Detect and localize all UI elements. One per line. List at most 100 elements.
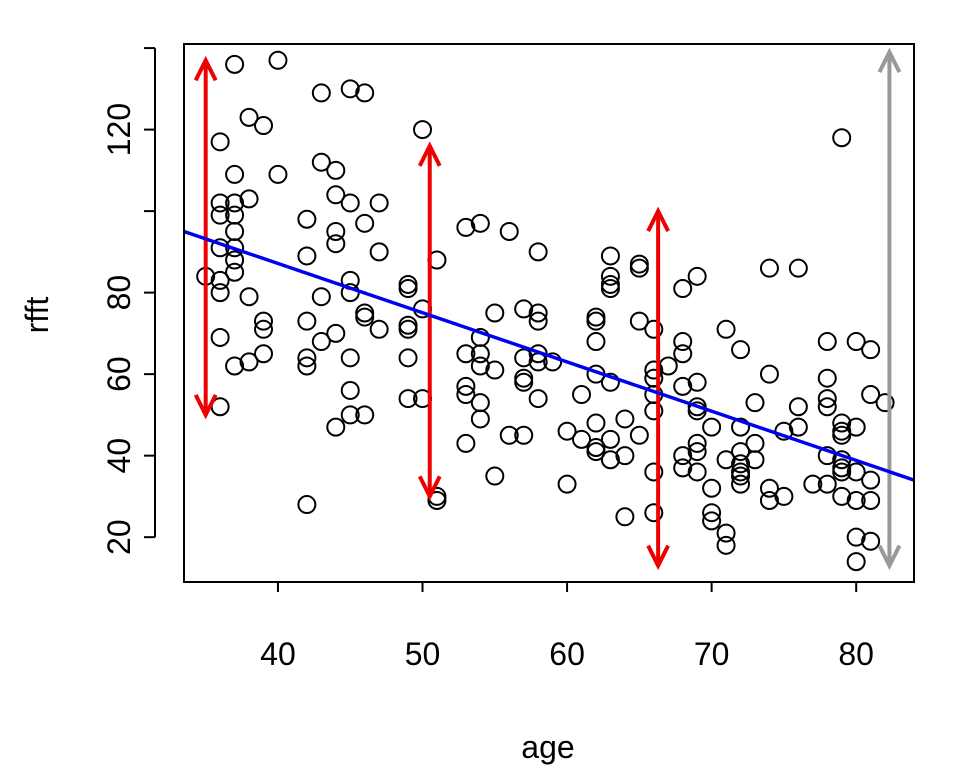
data-point: [210, 270, 230, 290]
arrow-head-bottom: [877, 544, 902, 571]
data-point: [297, 209, 317, 229]
data-point: [210, 193, 230, 213]
data-point: [615, 507, 635, 527]
data-point: [817, 446, 837, 466]
data-point: [340, 348, 360, 368]
data-point: [644, 401, 664, 421]
data-point: [716, 535, 736, 555]
data-point: [326, 234, 346, 254]
data-point: [268, 50, 288, 70]
data-point: [629, 258, 649, 278]
data-point: [861, 470, 881, 490]
x-axis: 40 50 60 70 80: [260, 582, 874, 672]
data-point: [759, 478, 779, 498]
data-point: [687, 462, 707, 482]
data-point: [702, 503, 722, 523]
data-point: [225, 164, 245, 184]
data-point: [774, 486, 794, 506]
data-point: [832, 425, 852, 445]
data-point: [543, 352, 563, 372]
data-point: [731, 442, 751, 462]
data-point: [340, 380, 360, 400]
data-point: [586, 442, 606, 462]
data-point: [485, 303, 505, 323]
arrow-head-bottom: [193, 393, 218, 420]
data-marks: [196, 50, 895, 572]
x-tick-label: 70: [694, 636, 730, 672]
x-tick-label: 50: [405, 636, 441, 672]
data-point: [745, 393, 765, 413]
arrow-head-top: [193, 55, 218, 82]
data-point: [311, 287, 331, 307]
data-point: [528, 311, 548, 331]
data-point: [600, 266, 620, 286]
data-point: [586, 413, 606, 433]
data-point: [369, 193, 389, 213]
data-point: [311, 83, 331, 103]
data-point: [716, 523, 736, 543]
data-point: [514, 348, 534, 368]
data-point: [297, 311, 317, 331]
y-tick-label: 40: [101, 438, 137, 474]
data-point: [803, 474, 823, 494]
data-point: [788, 397, 808, 417]
arrow-head-top: [877, 47, 902, 74]
data-point: [398, 279, 418, 299]
data-point: [861, 340, 881, 360]
data-point: [297, 246, 317, 266]
data-point: [398, 348, 418, 368]
y-tick-label: 60: [101, 356, 137, 392]
data-point: [731, 466, 751, 486]
data-point: [514, 299, 534, 319]
y-axis-title: rfft: [19, 297, 55, 334]
data-point: [673, 279, 693, 299]
data-point: [600, 429, 620, 449]
double-arrow: [417, 141, 442, 501]
data-point: [745, 450, 765, 470]
data-point: [239, 107, 259, 127]
data-point: [557, 421, 577, 441]
data-point: [817, 332, 837, 352]
data-point: [615, 409, 635, 429]
data-point: [673, 446, 693, 466]
data-point: [326, 417, 346, 437]
data-point: [456, 344, 476, 364]
data-point: [456, 433, 476, 453]
data-point: [499, 425, 519, 445]
data-point: [340, 193, 360, 213]
data-point: [239, 189, 259, 209]
data-point: [673, 332, 693, 352]
data-point: [528, 389, 548, 409]
x-axis-title: age: [521, 729, 574, 765]
data-point: [673, 458, 693, 478]
data-point: [239, 287, 259, 307]
data-point: [644, 462, 664, 482]
data-point: [702, 478, 722, 498]
data-point: [615, 446, 635, 466]
data-point: [687, 442, 707, 462]
data-point: [687, 433, 707, 453]
data-point: [225, 54, 245, 74]
data-point: [225, 250, 245, 270]
data-point: [311, 332, 331, 352]
data-point: [759, 258, 779, 278]
data-point: [326, 221, 346, 241]
data-point: [499, 221, 519, 241]
y-tick-label: 20: [101, 519, 137, 555]
data-point: [832, 462, 852, 482]
data-point: [254, 319, 274, 339]
data-point: [759, 364, 779, 384]
data-point: [398, 319, 418, 339]
data-point: [514, 372, 534, 392]
plot-frame: [183, 43, 915, 583]
data-point: [600, 246, 620, 266]
data-point: [861, 490, 881, 510]
data-point: [369, 242, 389, 262]
data-point: [254, 344, 274, 364]
data-point: [210, 283, 230, 303]
data-point: [702, 417, 722, 437]
data-point: [572, 385, 592, 405]
data-point: [210, 132, 230, 152]
